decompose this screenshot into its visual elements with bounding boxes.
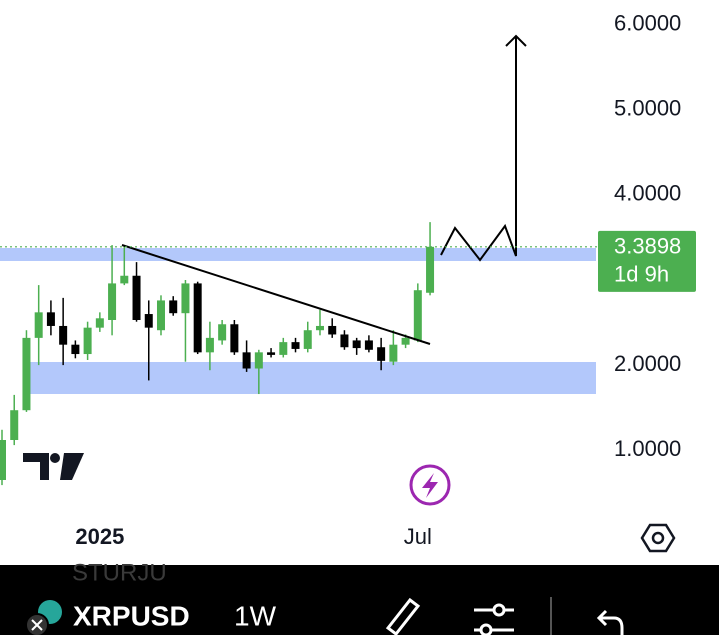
candle-body [169, 300, 178, 314]
candle-body [413, 290, 422, 341]
y-tick-label: 2.0000 [614, 351, 681, 376]
toolbar [0, 565, 719, 635]
candle-body [364, 340, 373, 350]
candle-body [426, 246, 435, 293]
settings-sliders-icon[interactable] [474, 603, 514, 635]
drawings [121, 34, 527, 345]
candle-body [193, 283, 202, 353]
lightning-icon[interactable] [409, 464, 451, 506]
candle-body [71, 344, 80, 355]
candle-body [10, 410, 19, 440]
projection-path [440, 36, 517, 262]
undo-icon[interactable] [596, 609, 624, 635]
candle-body [34, 312, 43, 338]
candle-body [218, 324, 227, 341]
symbol[interactable]: XRPUSD [73, 600, 190, 631]
candle-body [181, 283, 190, 314]
candle-body [242, 352, 251, 369]
candle-body [83, 327, 92, 355]
candle-body [144, 314, 153, 328]
settings-icon[interactable] [640, 523, 676, 553]
candle-body [230, 324, 239, 353]
axes: 1.0000 2.0000 4.0000 5.0000 6.0000 2025 Jul 3.3… [0, 10, 696, 549]
trend-line [121, 244, 431, 345]
y-tick-label: 5.0000 [614, 96, 681, 121]
candle-body [267, 352, 276, 355]
candle-body [0, 440, 6, 480]
x-tick-label: Jul [404, 524, 432, 549]
y-tick-label: 1.0000 [614, 436, 681, 461]
candle-body [377, 347, 386, 361]
candles [0, 222, 435, 486]
candle-body [95, 318, 104, 328]
x-tick-label: 2025 [75, 524, 124, 549]
candle-body [401, 337, 410, 345]
watermark-text: STURJU [72, 559, 167, 586]
logo [23, 453, 84, 480]
y-tick-label: 4.0000 [614, 181, 681, 206]
candle-body [132, 275, 141, 320]
candle-body [108, 283, 117, 320]
symbol-icon [25, 600, 62, 635]
candle-body [303, 330, 312, 349]
zones [0, 248, 596, 394]
candle-body [279, 342, 288, 355]
candle-body [328, 325, 337, 335]
candle-body [46, 312, 55, 326]
resistance-zone [0, 248, 596, 261]
candle-body [59, 325, 68, 345]
candle-body [254, 352, 263, 369]
candle-body [389, 344, 398, 362]
interval[interactable]: 1W [234, 600, 277, 631]
y-tick-label: 6.0000 [614, 10, 681, 35]
last-price-label: 3.3898 [614, 234, 681, 259]
candle-body [340, 334, 349, 348]
arrow-head [505, 34, 527, 47]
candle-body [205, 337, 214, 353]
candle-body [22, 337, 31, 411]
candle-body [291, 342, 300, 349]
candle-body [156, 300, 165, 331]
price-label-box [598, 230, 696, 292]
countdown: 1d 9h [614, 262, 669, 287]
candle-body [352, 340, 361, 349]
pencil-icon[interactable] [385, 597, 421, 635]
support-zone [30, 362, 596, 394]
candle-body [120, 275, 129, 284]
candle-body [315, 325, 324, 331]
